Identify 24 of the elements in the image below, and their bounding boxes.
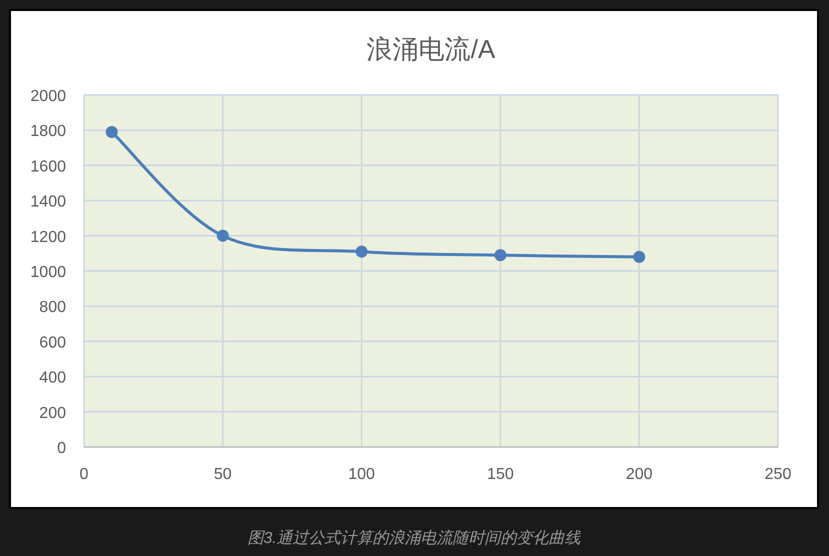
point bbox=[494, 249, 506, 262]
point bbox=[356, 246, 368, 258]
y-tick-label: 400 bbox=[39, 370, 66, 387]
chart-title: 浪涌电流/A bbox=[366, 34, 496, 64]
x-tick-label: 250 bbox=[764, 466, 792, 483]
y-tick-label: 1800 bbox=[30, 123, 66, 140]
point bbox=[633, 250, 646, 263]
caption: 图3.通过公式计算的浪涌电流随时间的变化曲线 bbox=[247, 529, 582, 547]
y-tick-label: 200 bbox=[39, 404, 66, 422]
point bbox=[106, 126, 118, 138]
y-tick-label: 1000 bbox=[30, 264, 66, 281]
y-tick-label: 0 bbox=[57, 440, 66, 457]
x-tick-label: 200 bbox=[626, 466, 653, 483]
y-tick-label: 2000 bbox=[30, 88, 66, 105]
point bbox=[216, 230, 229, 242]
y-tick-label: 1400 bbox=[30, 194, 66, 211]
x-tick-label: 0 bbox=[80, 466, 89, 483]
y-tick-label: 600 bbox=[39, 334, 66, 352]
x-tick-label: 150 bbox=[487, 466, 514, 483]
y-tick-label: 1200 bbox=[30, 228, 66, 246]
x-tick-label: 50 bbox=[214, 466, 232, 483]
y-tick-label: 1600 bbox=[30, 158, 66, 176]
x-tick-label: 100 bbox=[348, 466, 376, 483]
y-tick-label: 800 bbox=[39, 299, 66, 316]
